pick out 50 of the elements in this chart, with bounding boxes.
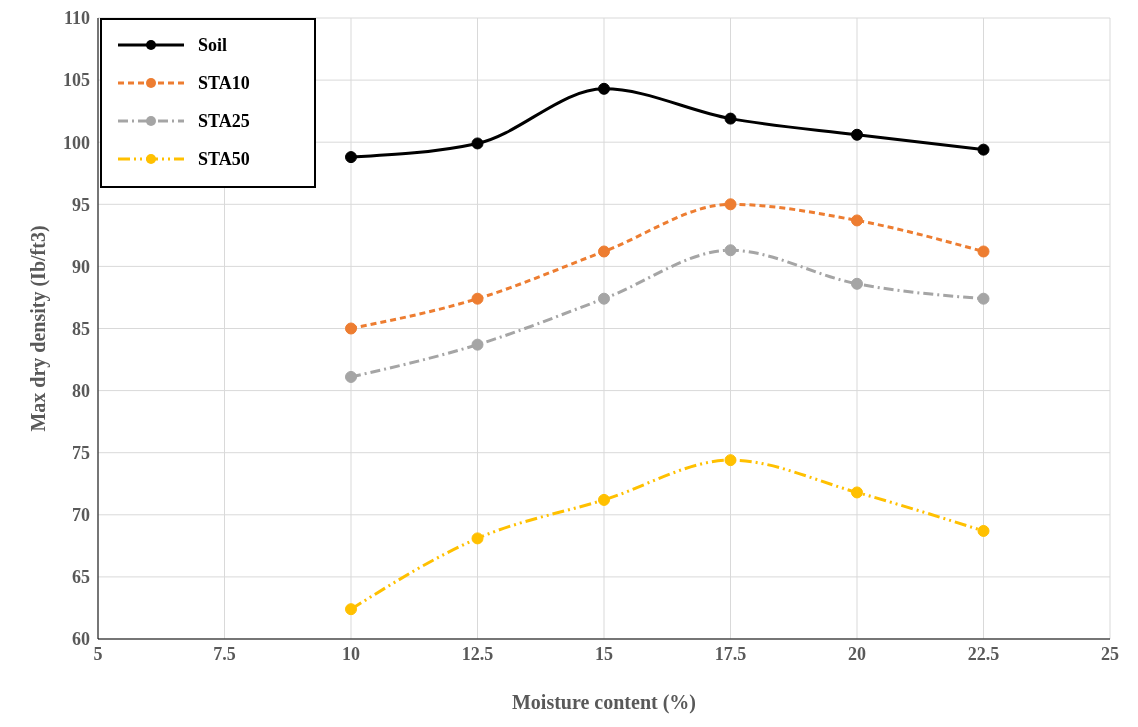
x-tick-label: 7.5	[213, 643, 236, 664]
point	[471, 137, 484, 150]
legend-label: STA25	[198, 110, 250, 132]
point	[471, 532, 484, 545]
point	[977, 524, 990, 537]
point	[598, 245, 610, 258]
point	[977, 292, 990, 305]
point	[851, 486, 863, 499]
x-tick-label: 10	[342, 643, 360, 664]
point	[345, 322, 357, 335]
point	[977, 245, 990, 258]
legend-label: STA10	[198, 72, 250, 94]
point	[345, 370, 357, 383]
legend-label: STA50	[198, 148, 250, 170]
x-tick-label: 20	[848, 643, 866, 664]
y-tick-label: 75	[72, 443, 90, 464]
y-tick-label: 65	[72, 567, 90, 588]
x-tick-label: 12.5	[461, 643, 494, 664]
y-axis-title: Max dry density (Ib/ft3)	[27, 225, 51, 432]
point	[598, 82, 610, 95]
point	[724, 198, 737, 211]
y-tick-label: 110	[63, 8, 90, 29]
legend-label: Soil	[198, 34, 228, 56]
point	[977, 143, 990, 156]
point	[471, 292, 484, 305]
point	[598, 493, 610, 506]
y-tick-label: 60	[72, 629, 90, 650]
x-tick-label: 22.5	[967, 643, 1000, 664]
point	[851, 128, 863, 141]
point	[724, 112, 737, 125]
point	[724, 454, 737, 467]
y-tick-label: 90	[72, 256, 90, 277]
x-tick-label: 25	[1101, 643, 1119, 664]
y-tick-label: 105	[63, 70, 90, 91]
x-tick-label: 15	[595, 643, 613, 664]
point	[851, 277, 863, 290]
point	[851, 214, 863, 227]
point	[598, 292, 610, 305]
point	[345, 603, 357, 616]
y-tick-label: 85	[72, 318, 90, 339]
point	[471, 338, 484, 351]
y-tick-label: 100	[63, 132, 90, 153]
y-tick-label: 80	[72, 380, 90, 401]
point	[724, 244, 737, 257]
point	[345, 151, 357, 164]
y-tick-label: 70	[72, 505, 90, 526]
x-axis-title: Moisture content (%)	[511, 691, 697, 714]
x-tick-label: 17.5	[714, 643, 747, 664]
x-tick-label: 5	[93, 643, 103, 664]
y-tick-label: 95	[72, 194, 90, 215]
